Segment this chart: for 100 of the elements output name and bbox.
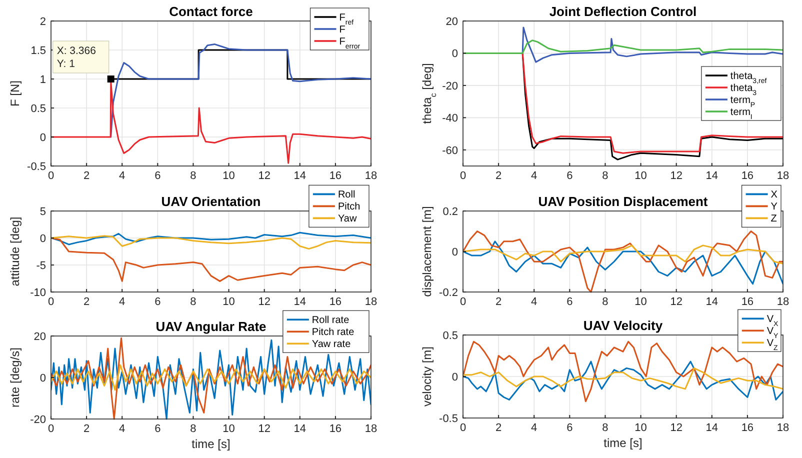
line-series — [463, 367, 783, 390]
x-tick-label: 2 — [83, 423, 90, 435]
legend-label: F$_{ref}$ — [339, 12, 354, 26]
annotation: X: 3.366 Y: 1 — [56, 45, 96, 70]
y-tick-label: 1 — [40, 74, 46, 86]
y-tick-label: 0 — [452, 246, 458, 258]
legend-label: X — [770, 190, 778, 201]
x-tick-label: 2 — [495, 422, 502, 434]
legend-label: Z — [770, 214, 777, 225]
legend-label: V$_{Z}$ — [766, 338, 779, 352]
x-tick-label: 8 — [602, 170, 608, 182]
x-tick-label: 6 — [154, 170, 161, 182]
x-tick-label: 12 — [258, 170, 270, 182]
chart-title: UAV Velocity — [583, 318, 664, 333]
x-axis-title: time [s] — [604, 436, 642, 450]
x-tick-label: 18 — [776, 170, 790, 182]
x-tick-label: 12 — [670, 422, 682, 434]
y-tick-label: 20 — [446, 16, 458, 28]
x-tick-label: 16 — [329, 170, 342, 182]
x-tick-label: 0 — [48, 170, 54, 182]
y-tick-label: -20 — [30, 414, 46, 426]
line-series — [51, 232, 371, 246]
x-tick-label: 18 — [364, 170, 378, 182]
y-tick-label: -0.5 — [27, 161, 46, 173]
x-tick-label: 12 — [670, 296, 682, 308]
x-tick-label: 0 — [460, 422, 466, 434]
y-tick-label: -60 — [442, 144, 458, 157]
x-tick-label: 14 — [294, 170, 306, 182]
x-tick-label: 14 — [294, 296, 306, 308]
x-tick-label: 4 — [531, 296, 538, 308]
y-tick-label: -20 — [442, 80, 458, 92]
x-tick-label: 16 — [741, 170, 754, 182]
x-tick-label: 8 — [190, 170, 196, 182]
x-tick-label: 8 — [190, 423, 196, 435]
y-tick-label: 5 — [40, 206, 46, 218]
y-axis-title: displacement [m] — [420, 206, 434, 297]
x-tick-label: 14 — [706, 422, 718, 434]
line-series — [463, 244, 783, 264]
x-tick-label: 0 — [460, 296, 466, 308]
y-tick-label: -0.5 — [439, 413, 458, 425]
x-tick-label: 10 — [634, 296, 647, 308]
legend-label: Pitch — [338, 202, 360, 213]
x-tick-label: 10 — [634, 170, 647, 182]
x-tick-label: 16 — [741, 296, 754, 308]
legend-label: V$_{Y}$ — [766, 326, 779, 340]
x-tick-label: 12 — [670, 170, 682, 182]
x-tick-label: 14 — [706, 296, 718, 308]
x-tick-label: 10 — [222, 423, 235, 435]
y-axis-title: F [N] — [8, 80, 22, 106]
x-tick-label: 4 — [531, 422, 538, 434]
y-tick-label: 0.5 — [442, 330, 458, 342]
x-tick-label: 2 — [495, 170, 502, 182]
x-tick-label: 18 — [364, 423, 378, 435]
x-tick-label: 10 — [222, 296, 235, 308]
x-tick-label: 6 — [566, 296, 573, 308]
y-tick-label: 0.2 — [442, 206, 458, 218]
y-tick-label: -0.2 — [439, 287, 458, 299]
y-tick-label: -10 — [30, 287, 46, 299]
x-tick-label: 2 — [495, 296, 502, 308]
y-axis-title: velocity [m] — [420, 346, 434, 407]
x-tick-label: 4 — [119, 170, 126, 182]
x-tick-label: 2 — [83, 170, 90, 182]
x-tick-label: 0 — [48, 296, 54, 308]
legend-label: F — [339, 24, 346, 36]
x-tick-label: 0 — [460, 170, 466, 182]
line-series — [51, 237, 371, 282]
line-series — [463, 230, 783, 293]
y-tick-label: 1.5 — [30, 45, 46, 57]
y-tick-label: 0 — [40, 372, 46, 384]
line-series — [463, 360, 783, 400]
chart-title: UAV Position Displacement — [538, 194, 708, 209]
legend-label: Yaw — [338, 214, 358, 225]
y-axis-title: attitude [deg] — [8, 216, 22, 286]
x-tick-label: 10 — [634, 422, 647, 434]
x-tick-label: 14 — [294, 423, 306, 435]
x-tick-label: 6 — [566, 170, 573, 182]
x-axis-title: time [s] — [192, 437, 230, 451]
y-tick-label: 20 — [34, 331, 46, 343]
x-tick-label: 4 — [531, 170, 538, 182]
legend-label: Pitch rate — [312, 327, 355, 338]
y-tick-label: 0 — [40, 233, 46, 245]
line-series — [463, 340, 783, 402]
x-tick-label: 4 — [119, 296, 126, 308]
x-tick-label: 6 — [566, 422, 573, 434]
x-tick-label: 16 — [329, 296, 342, 308]
x-tick-label: 16 — [741, 422, 754, 434]
x-tick-label: 18 — [364, 296, 378, 308]
chart-title: UAV Angular Rate — [156, 319, 266, 334]
x-tick-label: 4 — [119, 423, 126, 435]
y-tick-label: 0 — [40, 132, 46, 144]
legend-label: theta$_{3}$ — [730, 83, 757, 96]
x-tick-label: 12 — [258, 423, 270, 435]
legend-label: theta$_{3,ref}$ — [730, 71, 767, 84]
x-tick-label: 16 — [329, 423, 342, 435]
x-tick-label: 6 — [154, 296, 161, 308]
line-series — [110, 43, 371, 138]
legend-label: Roll rate — [312, 315, 350, 326]
x-tick-label: 6 — [154, 423, 161, 435]
y-tick-label: 0.5 — [30, 103, 46, 115]
legend-label: term$_{P}$ — [730, 95, 756, 108]
